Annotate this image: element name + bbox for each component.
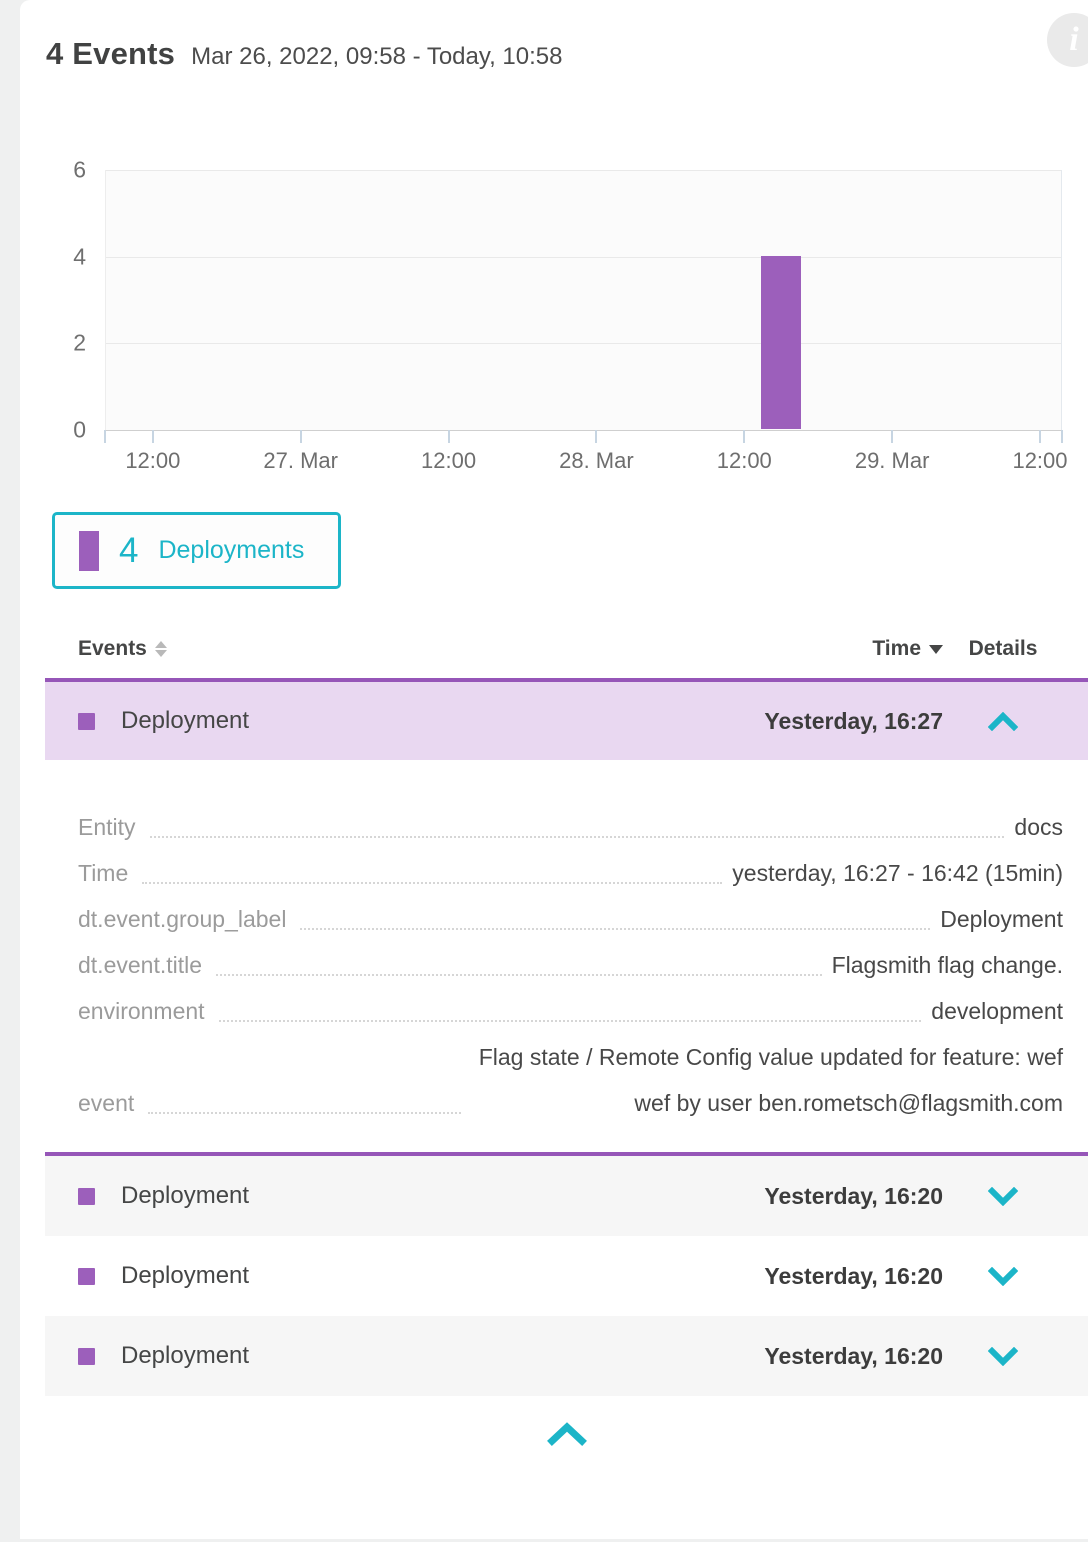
detail-row-group-label: dt.event.group_label Deployment bbox=[78, 896, 1063, 942]
panel-header: 4 Events Mar 26, 2022, 09:58 - Today, 10… bbox=[46, 36, 563, 72]
legend-count: 4 bbox=[119, 530, 139, 570]
events-column-label: Events bbox=[78, 637, 147, 660]
plot-area bbox=[105, 170, 1062, 431]
x-edge-tick bbox=[1061, 430, 1063, 443]
chevron-up-icon bbox=[988, 711, 1018, 731]
sort-icon bbox=[154, 641, 167, 657]
legend-label: Deployments bbox=[158, 536, 305, 564]
x-tick-label: 12:00 bbox=[716, 448, 772, 473]
deployment-marker-icon bbox=[78, 1347, 95, 1365]
dotted-leader bbox=[142, 882, 723, 884]
x-tick bbox=[595, 430, 598, 443]
legend-swatch bbox=[79, 530, 99, 571]
event-name: Deployment bbox=[121, 1262, 250, 1289]
page-title: 4 Events bbox=[46, 36, 176, 71]
events-panel: 4 Events Mar 26, 2022, 09:58 - Today, 10… bbox=[20, 0, 1088, 1539]
y-axis-labels: 6 4 2 0 bbox=[40, 157, 86, 443]
detail-label: dt.event.title bbox=[78, 952, 203, 978]
collapse-all-button[interactable] bbox=[45, 1422, 1088, 1446]
x-tick bbox=[743, 430, 746, 443]
deployment-marker-icon bbox=[78, 1267, 95, 1285]
event-time: Yesterday, 16:20 bbox=[764, 1342, 943, 1369]
column-header-time[interactable]: Time bbox=[872, 637, 943, 661]
detail-value: Flag state / Remote Config value updated… bbox=[478, 1044, 1063, 1116]
detail-row-entity: Entity docs bbox=[78, 804, 1063, 850]
x-tick bbox=[1038, 430, 1041, 443]
event-name: Deployment bbox=[121, 1342, 250, 1369]
detail-row-event: event Flag state / Remote Config value u… bbox=[78, 1034, 1063, 1126]
table-row-deployment-3[interactable]: Deployment Yesterday, 16:20 bbox=[45, 1236, 1088, 1316]
dotted-leader bbox=[218, 1020, 922, 1022]
events-table: Events Time Details Deployment Yesterday… bbox=[45, 620, 1088, 1446]
table-row-deployment-4[interactable]: Deployment Yesterday, 16:20 bbox=[45, 1316, 1088, 1396]
dotted-leader bbox=[300, 928, 931, 930]
chevron-up-icon bbox=[546, 1422, 587, 1446]
detail-value: Flagsmith flag change. bbox=[831, 952, 1063, 978]
expand-row-button[interactable] bbox=[943, 1186, 1063, 1206]
gridline-y-6 bbox=[106, 170, 1061, 171]
deployments-bar[interactable] bbox=[761, 255, 802, 429]
y-tick-label: 0 bbox=[73, 416, 86, 443]
deployment-marker-icon bbox=[78, 712, 95, 730]
chevron-down-icon bbox=[988, 1186, 1018, 1206]
x-tick-label: 12:00 bbox=[125, 448, 181, 473]
event-name: Deployment bbox=[121, 1182, 250, 1209]
detail-value: development bbox=[931, 998, 1063, 1024]
x-tick bbox=[891, 430, 894, 443]
expand-row-button[interactable] bbox=[943, 1266, 1063, 1286]
dotted-leader bbox=[149, 836, 1005, 838]
detail-value: docs bbox=[1014, 814, 1063, 840]
x-tick bbox=[151, 430, 154, 443]
table-row-deployment-1[interactable]: Deployment Yesterday, 16:27 bbox=[45, 682, 1088, 760]
chevron-down-icon bbox=[988, 1346, 1018, 1366]
x-tick-label: 29. Mar bbox=[854, 448, 930, 473]
event-name: Deployment bbox=[121, 707, 250, 734]
chevron-down-icon bbox=[988, 1266, 1018, 1286]
gridline-y-0 bbox=[106, 430, 1061, 431]
x-tick-label: 12:00 bbox=[1012, 448, 1068, 473]
event-time: Yesterday, 16:27 bbox=[764, 707, 943, 734]
expand-row-button[interactable] bbox=[943, 1346, 1063, 1366]
detail-value: yesterday, 16:27 - 16:42 (15min) bbox=[732, 860, 1063, 886]
time-column-label: Time bbox=[872, 637, 921, 660]
sort-desc-icon bbox=[929, 644, 943, 654]
gridline-y-2 bbox=[106, 343, 1061, 345]
column-header-details: Details bbox=[968, 637, 1038, 660]
event-details-panel: Entity docs Time yesterday, 16:27 - 16:4… bbox=[45, 760, 1088, 1152]
x-tick bbox=[447, 430, 450, 443]
detail-label: Time bbox=[78, 860, 129, 886]
x-axis: 12:00 27. Mar 12:00 28. Mar 12:00 29. Mar 12:0… bbox=[104, 430, 1068, 480]
detail-label: event bbox=[78, 1090, 135, 1116]
event-time: Yesterday, 16:20 bbox=[764, 1182, 943, 1209]
detail-value: Deployment bbox=[940, 906, 1063, 932]
detail-label: Entity bbox=[78, 814, 136, 840]
x-edge-tick bbox=[104, 430, 106, 443]
y-tick-label: 6 bbox=[73, 156, 86, 183]
detail-row-time: Time yesterday, 16:27 - 16:42 (15min) bbox=[78, 850, 1063, 896]
detail-row-environment: environment development bbox=[78, 988, 1063, 1034]
x-tick-label: 27. Mar bbox=[263, 448, 338, 473]
detail-label: dt.event.group_label bbox=[78, 906, 287, 932]
collapse-row-button[interactable] bbox=[943, 711, 1063, 731]
dotted-leader bbox=[148, 1112, 461, 1114]
detail-row-title: dt.event.title Flagsmith flag change. bbox=[78, 942, 1063, 988]
x-tick bbox=[299, 430, 302, 443]
info-icon[interactable]: i bbox=[1047, 13, 1088, 67]
column-header-events[interactable]: Events bbox=[78, 637, 872, 661]
y-tick-label: 2 bbox=[73, 329, 86, 356]
gridline-y-4 bbox=[106, 256, 1061, 258]
detail-label: environment bbox=[78, 998, 205, 1024]
legend-deployments-toggle[interactable]: 4 Deployments bbox=[52, 512, 342, 589]
dotted-leader bbox=[216, 974, 822, 976]
table-header: Events Time Details bbox=[45, 620, 1088, 678]
x-tick-label: 12:00 bbox=[421, 448, 477, 473]
table-row-deployment-2[interactable]: Deployment Yesterday, 16:20 bbox=[45, 1156, 1088, 1236]
deployment-marker-icon bbox=[78, 1187, 95, 1205]
event-row-group-expanded: Deployment Yesterday, 16:27 Entity docs … bbox=[45, 678, 1088, 1156]
x-tick-label: 28. Mar bbox=[559, 448, 634, 473]
y-tick-label: 4 bbox=[73, 243, 86, 270]
event-time: Yesterday, 16:20 bbox=[764, 1262, 943, 1289]
timeframe-label: Mar 26, 2022, 09:58 - Today, 10:58 bbox=[191, 43, 563, 70]
